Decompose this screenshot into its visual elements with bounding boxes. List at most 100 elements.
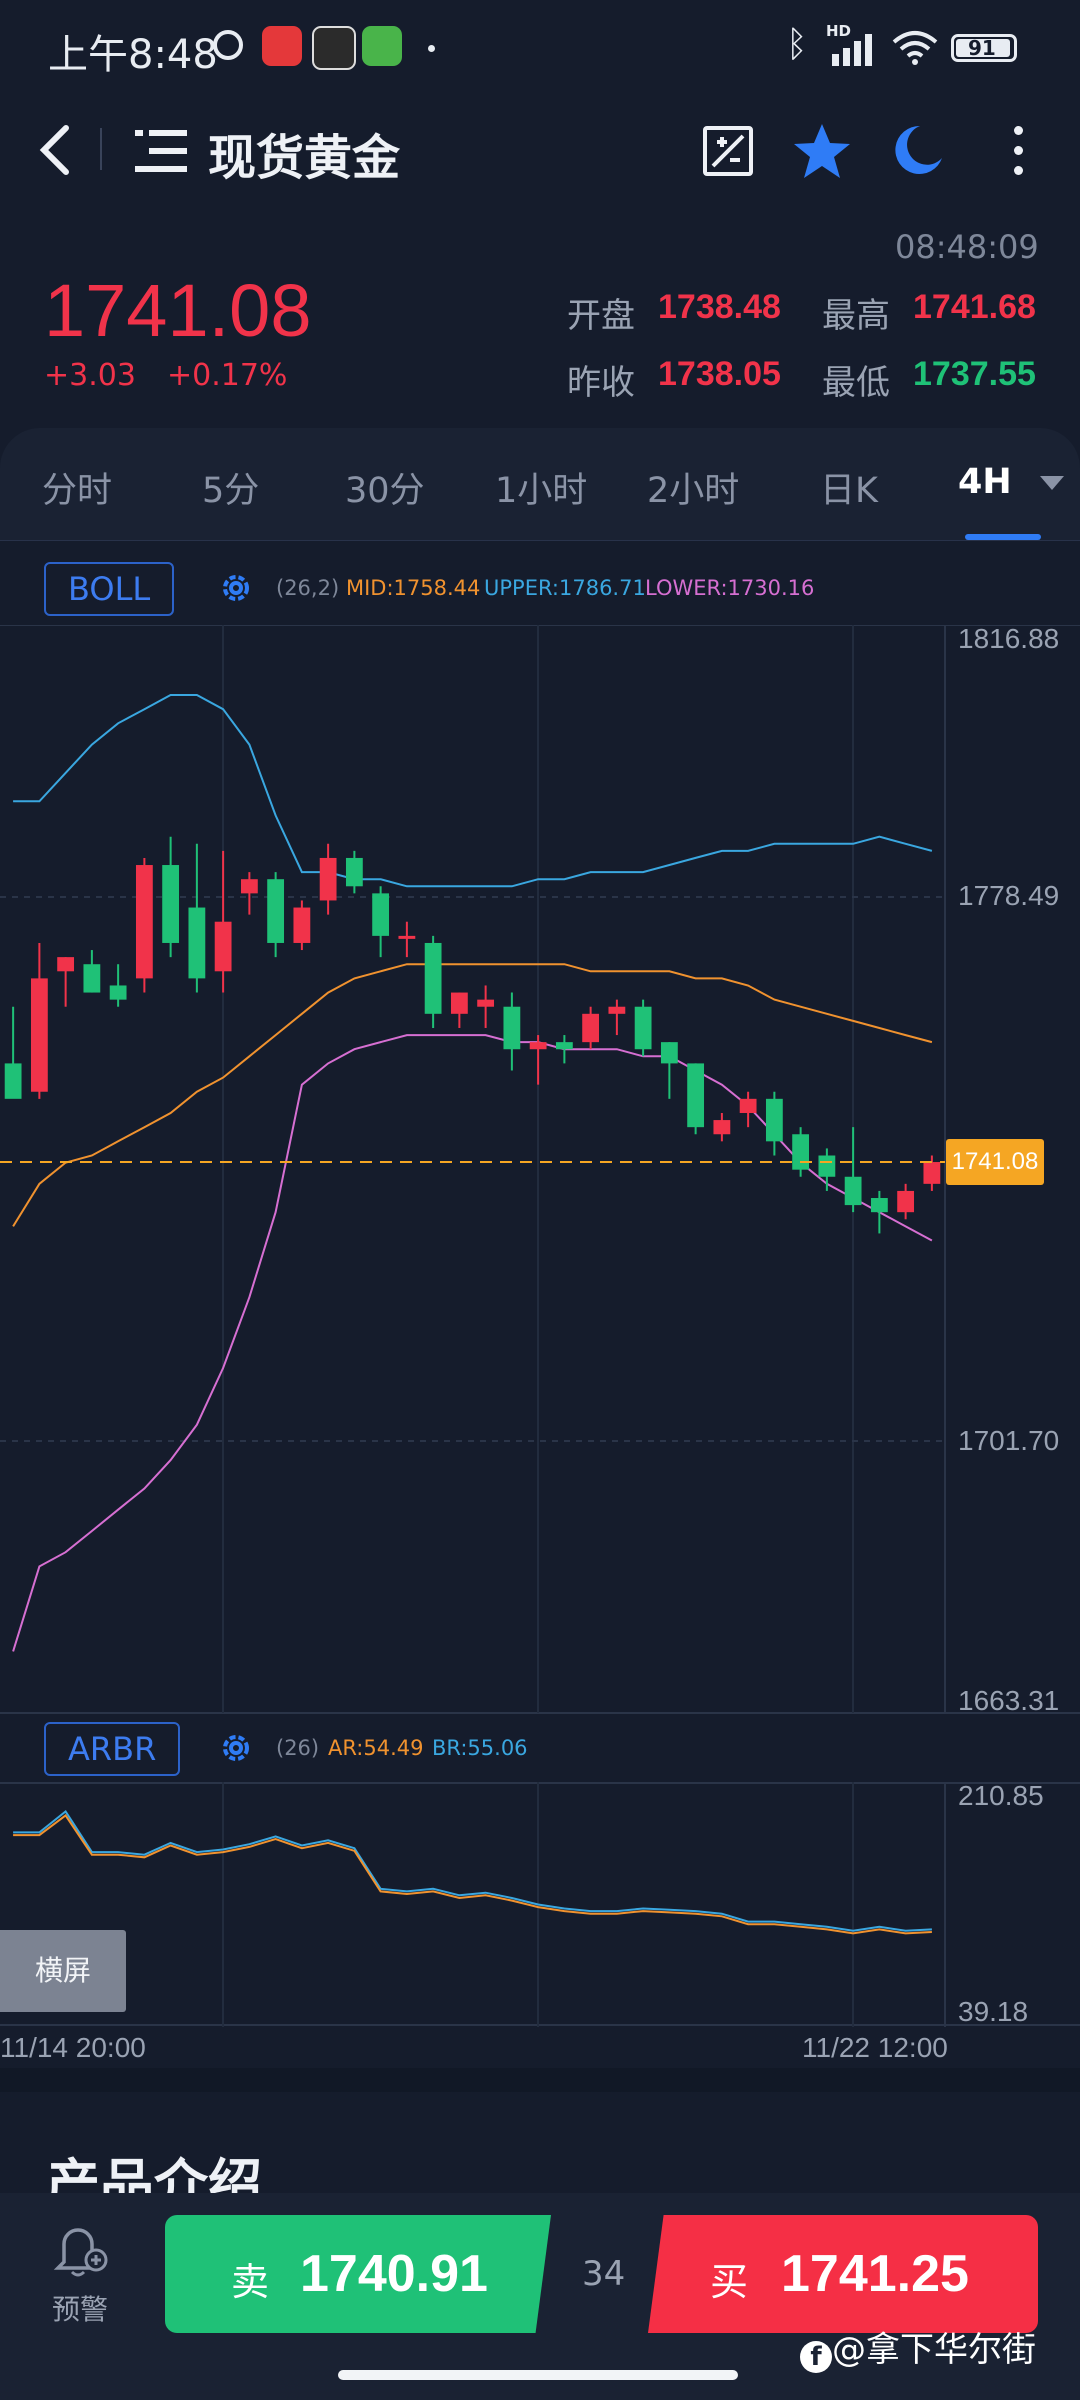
tab-timeshare[interactable]: 分时 — [42, 471, 113, 511]
status-bar: 上午8:48 ᛒ HD 91 — [0, 0, 1080, 95]
bell-plus-icon — [53, 2228, 108, 2277]
tab-30min[interactable]: 30分 — [345, 471, 425, 511]
candlestick-chart[interactable] — [0, 625, 1080, 1715]
candle-body — [870, 1198, 888, 1213]
candle-body — [450, 992, 468, 1014]
night-mode-moon-icon[interactable] — [890, 122, 946, 182]
tab-2hour[interactable]: 2小时 — [647, 471, 740, 511]
favorite-star-icon[interactable] — [792, 122, 852, 184]
candle-body — [267, 879, 285, 943]
candle-body — [30, 978, 48, 1092]
x-axis-start: 11/14 20:00 — [0, 2032, 146, 2063]
price-change: +3.03 — [44, 358, 136, 393]
arbr-indicator-name: ARBR — [68, 1730, 157, 1768]
price-tick: 1816.88 — [958, 623, 1060, 654]
prev-close-label: 昨收 — [567, 363, 635, 403]
boll-upper-value: UPPER:1786.71 — [484, 576, 646, 600]
network-type-label: HD — [826, 22, 852, 40]
candle-body — [529, 1042, 547, 1050]
tab-4h[interactable]: 4H — [958, 462, 1012, 502]
back-button[interactable] — [30, 118, 80, 178]
candle-body — [424, 942, 442, 1014]
high-label: 最高 — [822, 296, 890, 336]
candle-body — [739, 1098, 757, 1113]
wifi-icon — [892, 30, 938, 70]
arbr-indicator-button[interactable]: ARBR — [44, 1722, 181, 1776]
candle-body — [319, 857, 337, 901]
candle-body — [345, 857, 363, 887]
arbr-tick: 210.85 — [958, 1780, 1044, 1811]
candle-body — [503, 1006, 521, 1050]
tab-5min[interactable]: 5分 — [202, 471, 260, 511]
signal-icon: HD — [826, 22, 878, 66]
home-indicator — [338, 2370, 738, 2380]
price-tick: 1663.31 — [958, 1685, 1060, 1716]
boll-indicator-button[interactable]: BOLL — [44, 562, 175, 616]
battery-level: 91 — [968, 36, 996, 60]
open-value: 1738.48 — [658, 288, 781, 326]
boll-settings-gear-icon[interactable] — [218, 570, 254, 606]
price-tick: 1778.49 — [958, 880, 1060, 911]
quote-time: 08:48:09 — [895, 228, 1039, 266]
boll-params: (26,2) — [276, 576, 340, 600]
price-alert-label: 预警 — [51, 2293, 108, 2326]
facebook-logo-icon: f — [800, 2341, 832, 2373]
candle-body — [555, 1042, 573, 1050]
tab-daily-k[interactable]: 日K — [820, 471, 878, 511]
candle-body — [844, 1176, 862, 1206]
open-label: 开盘 — [567, 296, 635, 336]
candle-body — [818, 1155, 836, 1177]
ar-value: AR:54.49 — [328, 1736, 424, 1760]
tab-dropdown-icon[interactable] — [1040, 476, 1064, 490]
current-price-tag: 1741.08 — [946, 1139, 1044, 1186]
prev-close-value: 1738.05 — [658, 355, 781, 393]
sell-label: 卖 — [231, 2260, 270, 2304]
boll-lower-line — [12, 1034, 933, 1652]
candle-body — [398, 935, 416, 939]
price-change-percent: +0.17% — [167, 358, 288, 393]
arbr-tick: 39.18 — [958, 1996, 1029, 2027]
candle-body — [293, 907, 311, 943]
status-time: 上午8:48 — [48, 32, 218, 78]
sell-button[interactable]: 卖 1740.91 — [165, 2215, 551, 2333]
candle-body — [687, 1063, 705, 1128]
high-value: 1741.68 — [913, 288, 1036, 326]
alarm-icon — [213, 30, 243, 60]
app-notification-icon — [312, 26, 356, 70]
arbr-settings-gear-icon[interactable] — [218, 1730, 254, 1766]
candle-body — [214, 921, 232, 972]
sell-price: 1740.91 — [300, 2245, 488, 2303]
br-line — [13, 1810, 932, 1932]
candle-body — [660, 1042, 678, 1064]
arbr-params: (26) — [276, 1736, 320, 1760]
wrench-app-icon — [362, 26, 402, 66]
watermark-text: @拿下华尔街 — [832, 2330, 1036, 2370]
section-separator — [0, 2068, 1080, 2092]
br-value: BR:55.06 — [432, 1736, 528, 1760]
compare-icon[interactable] — [703, 126, 753, 176]
arbr-chart[interactable] — [0, 1782, 1080, 2027]
price-alert-button[interactable]: 预警 — [40, 2218, 120, 2328]
low-value: 1737.55 — [913, 355, 1036, 393]
candle-body — [188, 907, 206, 979]
watermark: f @拿下华尔街 — [800, 2322, 1036, 2373]
boll-lower-value: LOWER:1730.16 — [645, 576, 815, 600]
battery-icon: 91 — [951, 34, 1017, 62]
candle-body — [582, 1013, 600, 1043]
boll-mid-value: MID:1758.44 — [346, 576, 481, 600]
menu-list-icon[interactable] — [135, 128, 187, 174]
candle-body — [162, 865, 180, 943]
active-tab-underline — [965, 534, 1041, 540]
candle-body — [240, 879, 258, 894]
landscape-button[interactable]: 横屏 — [0, 1930, 126, 2012]
spread-value: 34 — [582, 2254, 626, 2294]
tab-1hour[interactable]: 1小时 — [495, 471, 588, 511]
more-vertical-icon[interactable] — [1010, 126, 1026, 178]
buy-button[interactable]: 买 1741.25 — [648, 2215, 1038, 2333]
bluetooth-icon: ᛒ — [786, 24, 808, 65]
buy-price: 1741.25 — [781, 2245, 969, 2303]
candle-body — [135, 865, 153, 979]
price-tick: 1701.70 — [958, 1425, 1060, 1456]
more-notifications-dot — [428, 45, 435, 52]
candle-body — [923, 1162, 941, 1184]
